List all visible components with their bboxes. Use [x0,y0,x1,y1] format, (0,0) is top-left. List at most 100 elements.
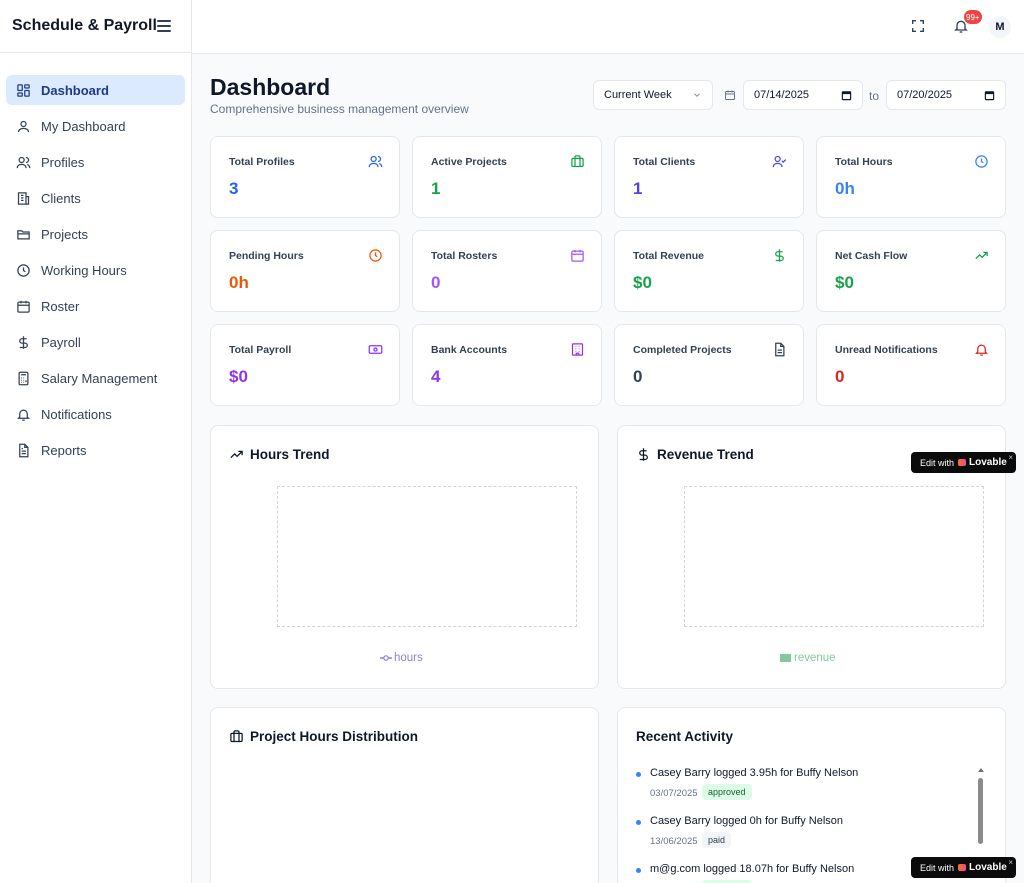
stat-value: $0 [229,367,248,386]
scrollbar-thumb[interactable] [978,778,983,844]
calendar-icon [17,300,30,313]
sidebar-item-label: Dashboard [41,82,109,98]
stat-value: $0 [633,273,652,292]
panel-title-text: Revenue Trend [657,447,754,462]
stat-label: Pending Hours [229,250,304,262]
recent-activity-panel: Recent Activity Casey Barry logged 3.95h… [617,707,1006,883]
sidebar-item-label: Salary Management [41,370,158,386]
clock-icon [17,263,30,277]
stat-card-total-clients[interactable]: Total Clients 1 [614,136,804,218]
app-title: Schedule & Payroll [12,17,157,34]
stat-card-total-profiles[interactable]: Total Profiles 3 [210,136,400,218]
sidebar-item-my-dashboard[interactable]: My Dashboard [6,111,185,141]
avatar[interactable]: M [989,16,1011,38]
sidebar-item-salary-management[interactable]: Salary Management [6,363,185,393]
menu-icon[interactable] [157,20,171,32]
stat-value: 0h [229,273,249,292]
dollar-icon [775,249,784,262]
revenue-legend[interactable]: revenue [780,652,836,664]
calendar-picker-icon[interactable] [841,90,852,101]
stat-card-completed-projects[interactable]: Completed Projects 0 [614,324,804,406]
sidebar-item-clients[interactable]: Clients [6,183,185,213]
stat-label: Active Projects [431,156,507,168]
calendar-picker-icon[interactable] [984,90,995,101]
panel-title: Project Hours Distribution [229,729,418,744]
close-icon[interactable]: × [1008,453,1013,462]
project-distribution-panel: Project Hours Distribution [210,707,599,883]
bank-icon [571,343,584,356]
trending-up-icon [975,251,988,260]
dollar-icon [19,335,28,349]
sidebar-item-projects[interactable]: Projects [6,219,185,249]
hours-chart-area [277,486,577,627]
status-badge: paid [702,832,732,848]
period-select[interactable]: Current Week [593,80,713,110]
stat-card-active-projects[interactable]: Active Projects 1 [412,136,602,218]
activity-dot [636,820,641,825]
stat-card-pending-hours[interactable]: Pending Hours 0h [210,230,400,312]
clock-icon [369,249,382,262]
stat-value: 1 [431,179,441,198]
to-label: to [869,89,880,103]
user-icon [17,120,30,132]
activity-date: 03/07/2025 [650,788,698,799]
activity-text: Casey Barry logged 3.95h for Buffy Nelso… [650,767,859,779]
date-to-value: 07/20/2025 [897,89,953,101]
lovable-logo-icon [958,459,967,466]
stat-card-total-rosters[interactable]: Total Rosters 0 [412,230,602,312]
stat-label: Completed Projects [633,344,732,356]
sidebar-item-label: Projects [41,226,88,242]
file-icon [775,342,785,357]
bell-icon [16,409,31,421]
date-from-value: 07/14/2025 [754,89,810,101]
panel-title-text: Hours Trend [250,447,330,462]
panel-title: Recent Activity [636,729,733,744]
panel-title: Hours Trend [229,447,330,462]
banknote-icon [368,345,383,354]
legend-label: revenue [794,652,836,664]
stat-card-total-hours[interactable]: Total Hours 0h [816,136,1006,218]
topbar: 99+ M [192,0,1024,54]
sidebar-item-notifications[interactable]: Notifications [6,399,185,429]
fullscreen-icon[interactable] [910,18,926,34]
calendar-icon [571,249,584,262]
stat-label: Total Clients [633,156,696,168]
legend-label: hours [394,652,423,664]
stat-value: 4 [431,367,441,386]
sidebar-item-profiles[interactable]: Profiles [6,147,185,177]
sidebar-item-roster[interactable]: Roster [6,291,185,321]
activity-dot [636,868,641,873]
sidebar-item-reports[interactable]: Reports [6,435,185,465]
stat-card-total-revenue[interactable]: Total Revenue $0 [614,230,804,312]
date-to-input[interactable]: 07/20/2025 [886,80,1006,110]
folder-icon [17,229,30,239]
period-select-value: Current Week [604,89,672,101]
status-badge: approved [702,784,752,800]
sidebar-item-payroll[interactable]: Payroll [6,327,185,357]
sidebar-item-label: Notifications [41,406,112,422]
panel-title-text: Project Hours Distribution [250,729,419,744]
lovable-badge[interactable]: Edit with Lovable × [911,857,1016,878]
stat-label: Total Rosters [431,250,498,262]
stat-card-bank-accounts[interactable]: Bank Accounts 4 [412,324,602,406]
bell-icon[interactable] [953,18,969,34]
sidebar-item-working-hours[interactable]: Working Hours [6,255,185,285]
user-check-icon [772,155,787,168]
activity-date: 13/06/2025 [650,836,698,847]
sidebar-item-label: Profiles [41,154,85,170]
briefcase-icon [571,155,584,168]
stat-card-total-payroll[interactable]: Total Payroll $0 [210,324,400,406]
sidebar-header: Schedule & Payroll [0,0,191,53]
stat-card-net-cash-flow[interactable]: Net Cash Flow $0 [816,230,1006,312]
stat-label: Bank Accounts [431,344,508,356]
stat-value: 0 [633,367,643,386]
stat-label: Total Hours [835,156,893,168]
hours-legend[interactable]: hours [380,652,423,664]
scroll-up-icon[interactable] [977,767,985,773]
sidebar-item-dashboard[interactable]: Dashboard [6,75,185,105]
page-title: Dashboard [210,74,331,100]
close-icon[interactable]: × [1008,858,1013,867]
date-from-input[interactable]: 07/14/2025 [743,80,863,110]
lovable-badge[interactable]: Edit with Lovable × [911,452,1016,473]
stat-card-unread-notifications[interactable]: Unread Notifications 0 [816,324,1006,406]
